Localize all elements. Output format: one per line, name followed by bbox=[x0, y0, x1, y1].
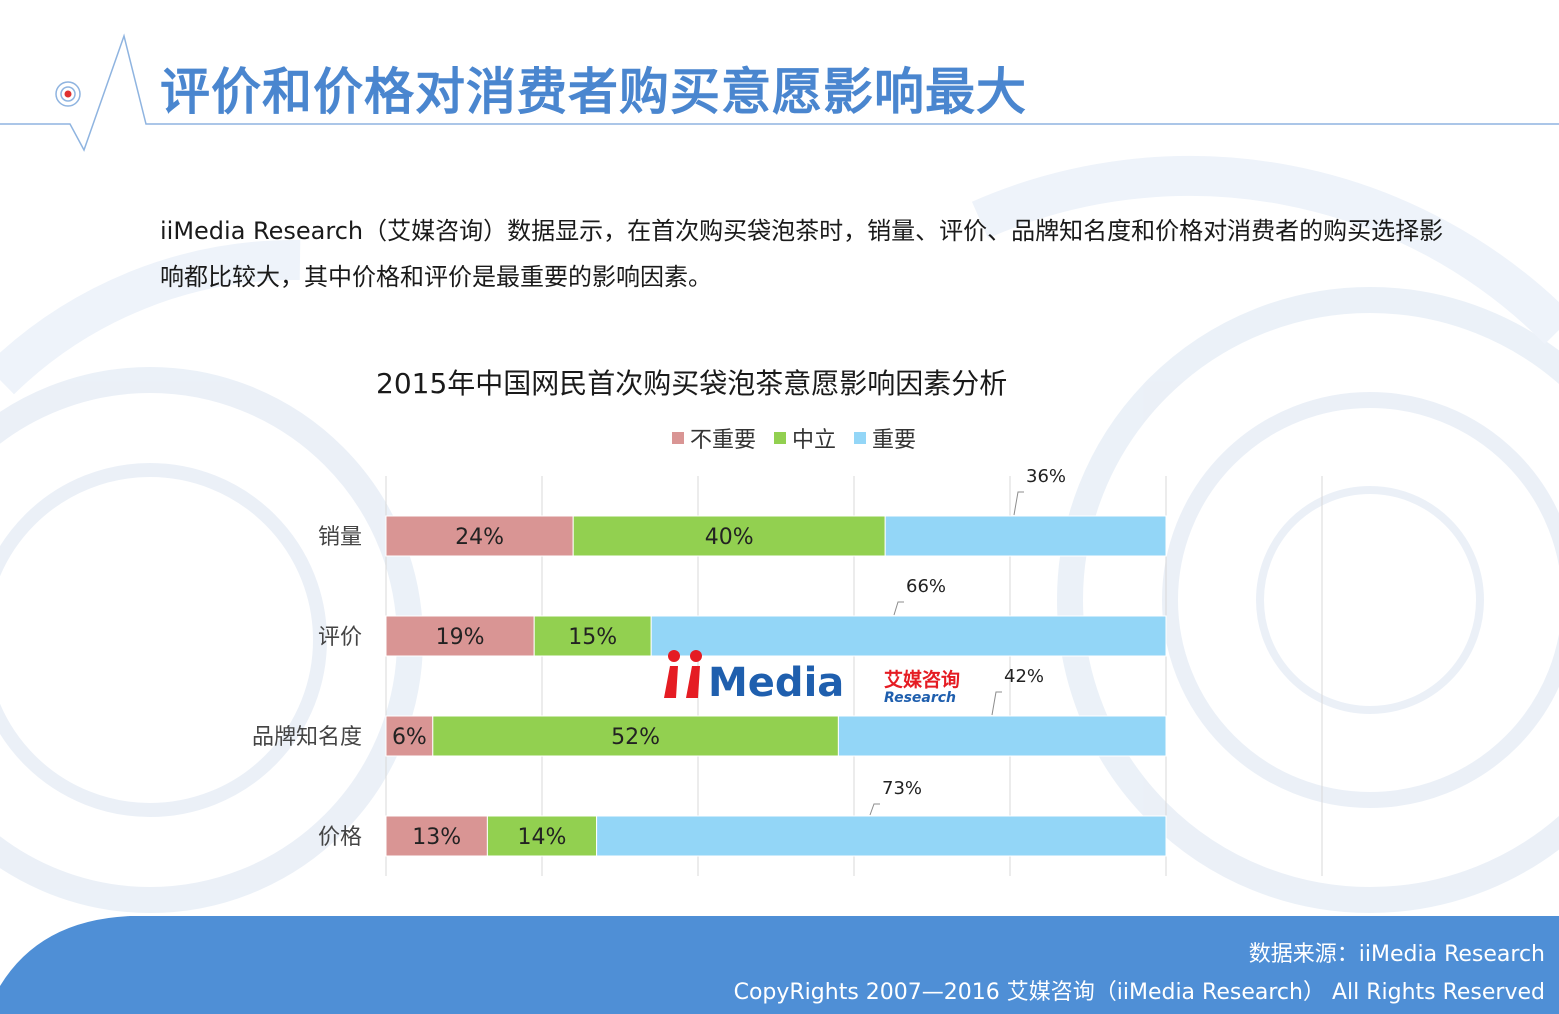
data-label: 19% bbox=[436, 625, 485, 650]
header: 评价和价格对消费者购买意愿影响最大 bbox=[0, 0, 1559, 160]
copyright: CopyRights 2007—2016 艾媒咨询（iiMedia Resear… bbox=[733, 980, 1545, 1005]
legend-swatch bbox=[774, 432, 787, 444]
bar-segment bbox=[486, 815, 598, 857]
bar-segment bbox=[596, 815, 1167, 857]
chart-container: 2015年中国网民首次购买袋泡茶意愿影响因素分析 不重要 中立 重要 销量 24% 40… bbox=[0, 340, 1559, 900]
category-label: 销量 bbox=[318, 525, 362, 550]
data-label: 73% bbox=[882, 778, 922, 799]
bar-segment bbox=[385, 815, 488, 857]
summary-text: iiMedia Research（艾媒咨询）数据显示，在首次购买袋泡茶时，销量、… bbox=[160, 217, 1444, 291]
bar-segment bbox=[650, 615, 1167, 657]
data-label: 13% bbox=[412, 825, 461, 850]
bar-segment bbox=[837, 715, 1167, 757]
data-label: 24% bbox=[455, 525, 504, 550]
data-label: 14% bbox=[518, 825, 567, 850]
logo-cn-text: 艾媒咨询 bbox=[884, 668, 960, 691]
data-label: 36% bbox=[1026, 466, 1066, 487]
bar-segment bbox=[572, 515, 886, 557]
data-label: 40% bbox=[705, 525, 754, 550]
chart-legend: 不重要 中立 重要 bbox=[672, 422, 916, 454]
data-label: 42% bbox=[1004, 666, 1044, 687]
legend-item: 重要 bbox=[854, 422, 916, 454]
logo-brand-text: Media bbox=[708, 660, 844, 706]
callout-line bbox=[991, 691, 1002, 716]
bar-segment bbox=[385, 615, 535, 657]
category-label: 评价 bbox=[318, 625, 362, 650]
callout-line bbox=[893, 601, 904, 616]
callout-line bbox=[869, 803, 880, 816]
footer-background bbox=[0, 916, 1559, 1014]
bar-segment bbox=[533, 615, 652, 657]
legend-item: 不重要 bbox=[672, 422, 756, 454]
data-source: 数据来源：iiMedia Research bbox=[1248, 942, 1545, 967]
legend-item: 中立 bbox=[774, 422, 836, 454]
legend-swatch bbox=[672, 432, 684, 444]
category-label: 价格 bbox=[318, 825, 362, 850]
data-label: 52% bbox=[611, 725, 660, 750]
data-label: 6% bbox=[392, 725, 427, 750]
legend-label: 中立 bbox=[792, 428, 837, 453]
data-label: 15% bbox=[568, 625, 617, 650]
page-title: 评价和价格对消费者购买意愿影响最大 bbox=[160, 63, 1027, 121]
bar-segment bbox=[385, 515, 574, 557]
legend-label: 不重要 bbox=[690, 428, 757, 453]
bar-segment bbox=[432, 715, 839, 757]
iimedia-logo: Media 艾媒咨询 Research bbox=[664, 650, 960, 706]
header-pulse-line bbox=[0, 33, 1559, 152]
legend-label: 重要 bbox=[872, 428, 917, 453]
stacked-bar-chart: 销量 24% 40% 36% 评价 19% 15% 66% 品牌知名度 6% 52% 42% 价格 13%… bbox=[252, 466, 1323, 876]
footer: 数据来源：iiMedia Research CopyRights 2007—20… bbox=[0, 916, 1559, 1014]
callout-line bbox=[1013, 491, 1024, 516]
chart-title: 2015年中国网民首次购买袋泡茶意愿影响因素分析 bbox=[376, 367, 1008, 400]
legend-swatch bbox=[854, 432, 867, 444]
category-label: 品牌知名度 bbox=[252, 725, 362, 750]
bar-segment bbox=[385, 715, 434, 757]
data-label: 66% bbox=[906, 576, 946, 597]
bar-segment bbox=[884, 515, 1167, 557]
logo-en-text: Research bbox=[884, 690, 956, 706]
